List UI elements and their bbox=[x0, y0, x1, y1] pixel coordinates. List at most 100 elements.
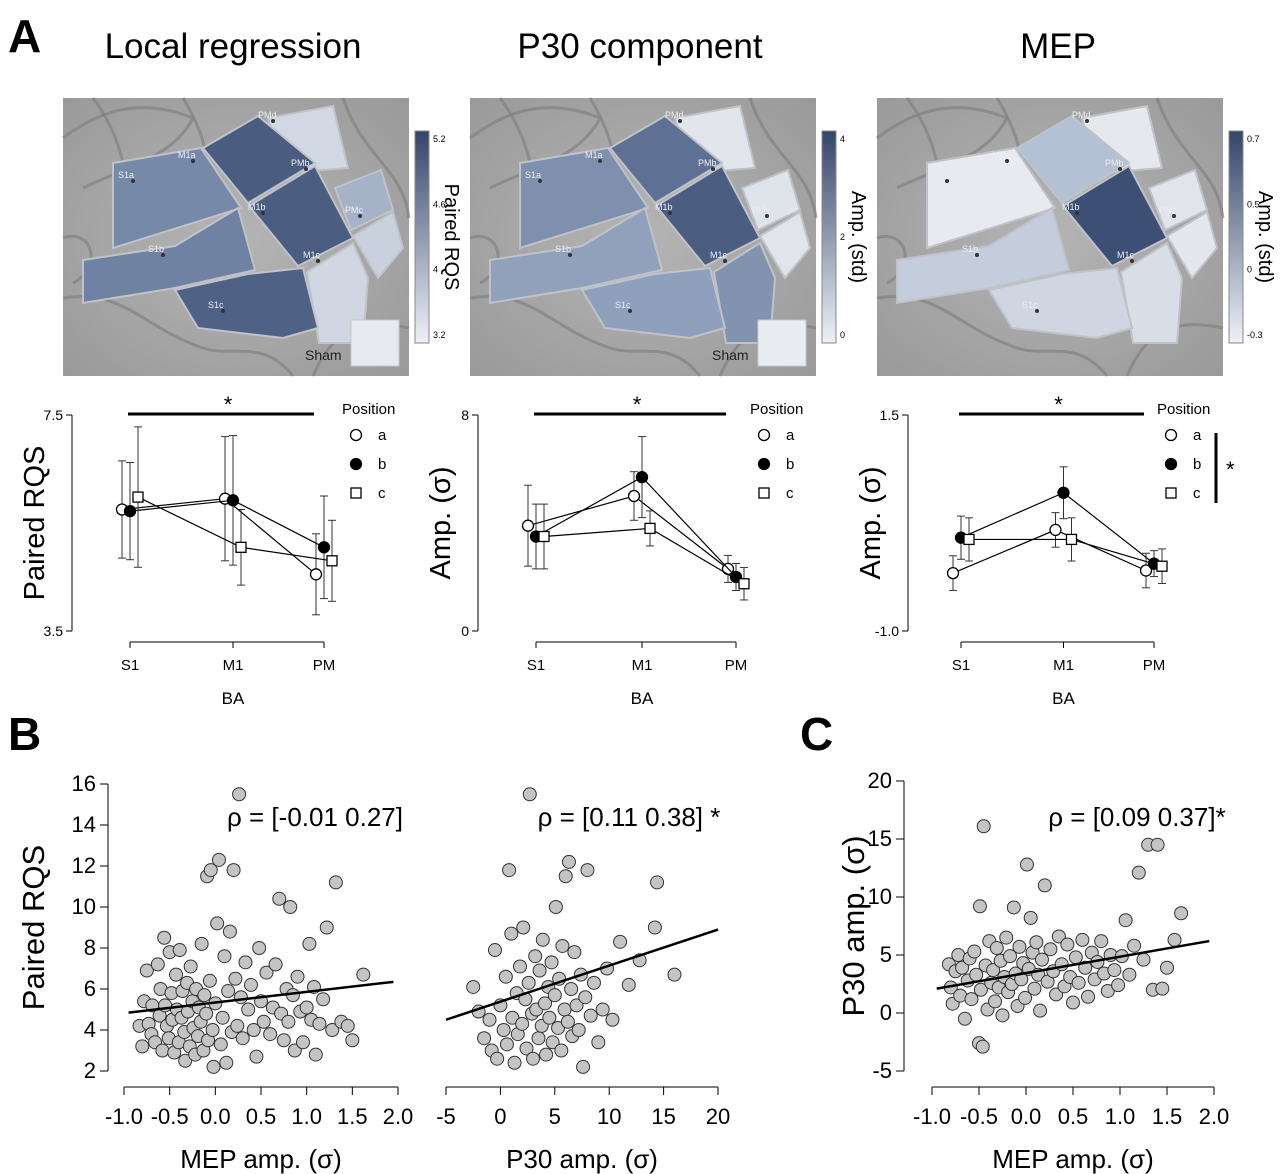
region-label-M1c: M1c bbox=[1117, 250, 1135, 260]
series-a bbox=[115, 436, 323, 616]
brain-map-title-2: P30 component bbox=[517, 27, 762, 66]
scatter-point bbox=[466, 979, 481, 994]
region-PMb bbox=[1147, 168, 1209, 232]
scatter-point bbox=[531, 1031, 546, 1046]
legend-marker-c bbox=[1165, 487, 1177, 499]
regression-line bbox=[128, 980, 394, 1014]
x-tick-label: 1.0 bbox=[1105, 1104, 1136, 1129]
scatter-point bbox=[230, 1018, 245, 1033]
scatter-point bbox=[1060, 937, 1075, 952]
y-tick-label: 4 bbox=[84, 1017, 96, 1042]
scatter-point bbox=[356, 967, 371, 982]
data-point-c bbox=[738, 578, 750, 590]
region-dot-PMc bbox=[1172, 214, 1176, 218]
scatter-point bbox=[221, 984, 236, 999]
scatter-point bbox=[290, 969, 305, 984]
x-tick-label: 5 bbox=[549, 1104, 561, 1129]
scatter-point bbox=[957, 1011, 972, 1026]
significance-star: * bbox=[633, 392, 642, 417]
region-label-S1c: S1c bbox=[615, 300, 631, 310]
scatter-point bbox=[507, 1055, 522, 1070]
data-point-a bbox=[1049, 523, 1062, 537]
region-label-S1b: S1b bbox=[148, 244, 164, 254]
scatter-point bbox=[576, 1059, 591, 1074]
scatter-point bbox=[235, 1031, 250, 1046]
y-tick-label: 12 bbox=[72, 853, 96, 878]
x-tick-label: PM bbox=[725, 657, 748, 674]
y-axis-label: Amp. (σ) bbox=[855, 467, 887, 580]
region-M1c bbox=[712, 241, 777, 344]
region-label-PMc: PMc bbox=[752, 205, 771, 215]
scatter-point bbox=[1127, 938, 1142, 953]
y-tick-label: 15 bbox=[868, 826, 892, 851]
scatter-point bbox=[1131, 865, 1146, 880]
scatter-point bbox=[972, 899, 987, 914]
data-point-b bbox=[317, 541, 331, 554]
regression-line bbox=[936, 939, 1210, 990]
region-dot-PMb bbox=[711, 167, 715, 171]
region-label-M1b: M1b bbox=[1062, 202, 1080, 212]
scatter-point bbox=[157, 930, 172, 945]
scatter-point bbox=[1034, 952, 1049, 967]
scatter-point bbox=[325, 1023, 340, 1037]
region-dot-M1a bbox=[191, 159, 195, 163]
y-tick-label: -5 bbox=[872, 1058, 892, 1083]
region-PMb bbox=[740, 168, 802, 232]
x-tick-label: S1 bbox=[952, 657, 970, 674]
scatter-point bbox=[299, 1000, 314, 1015]
x-tick-label: -1.0 bbox=[105, 1104, 143, 1129]
region-dot-M1c bbox=[316, 259, 320, 263]
scatter-point bbox=[487, 943, 502, 958]
y-tick-label: 14 bbox=[72, 812, 96, 837]
x-axis-label: P30 amp. (σ) bbox=[506, 1144, 658, 1174]
region-M1b bbox=[1061, 164, 1169, 268]
panel-letter-c: C bbox=[800, 708, 833, 760]
region-label-M1a: M1a bbox=[992, 150, 1010, 160]
scatter-point bbox=[502, 863, 517, 878]
region-dot-S1c bbox=[221, 309, 225, 313]
colorbar-gradient bbox=[1228, 130, 1244, 344]
correlation-annotation: ρ = [0.09 0.37]* bbox=[1048, 802, 1225, 832]
scatter-point bbox=[328, 875, 343, 890]
x-axis-label: BA bbox=[1052, 689, 1075, 708]
legend: Position abc * bbox=[1157, 401, 1235, 503]
legend-label-a: a bbox=[1193, 427, 1202, 444]
x-tick-label: 15 bbox=[651, 1104, 675, 1129]
scatter-point bbox=[281, 1014, 296, 1029]
data-point-b bbox=[226, 494, 240, 507]
scatter-point bbox=[1043, 942, 1058, 957]
sulcus-line bbox=[748, 97, 818, 219]
scatter-point bbox=[139, 963, 154, 978]
data-point-c bbox=[644, 522, 656, 535]
sham-patch bbox=[350, 319, 400, 367]
data-point-b bbox=[1057, 486, 1070, 499]
region-label-S1b: S1b bbox=[555, 244, 571, 254]
region-dot-M1b bbox=[668, 211, 672, 215]
scatter-point bbox=[319, 920, 334, 935]
x-tick-label: M1 bbox=[1053, 657, 1074, 674]
scatter-point bbox=[211, 852, 226, 867]
scatter-point bbox=[308, 1047, 323, 1062]
correlation-annotation: ρ = [0.11 0.38] * bbox=[538, 802, 721, 832]
legend-marker-b bbox=[1164, 457, 1178, 471]
region-label-PMc: PMc bbox=[345, 205, 364, 215]
colorbar-3: 0.7 0.5 0 -0.3 Amp. (std) bbox=[1228, 130, 1276, 344]
region-dot-S1a bbox=[131, 179, 135, 183]
scatter-point bbox=[1023, 910, 1038, 925]
y-tick-label: 6 bbox=[84, 976, 96, 1001]
scatter-point bbox=[567, 945, 582, 960]
region-PMb bbox=[333, 168, 395, 232]
y-tick-label: 8 bbox=[84, 935, 96, 960]
scatter-point bbox=[340, 1018, 355, 1033]
colorbar-tick: 0.7 bbox=[1247, 134, 1260, 144]
colorbar-tick: 3.2 bbox=[433, 330, 446, 340]
region-dot-PMc bbox=[765, 214, 769, 218]
region-label-S1c: S1c bbox=[208, 300, 224, 310]
data-point-c bbox=[132, 491, 144, 503]
x-tick-label: -5 bbox=[436, 1104, 456, 1129]
scatter-point bbox=[150, 957, 165, 972]
scatter-point bbox=[498, 969, 513, 984]
significance-star: * bbox=[1054, 392, 1063, 417]
region-S1a bbox=[112, 146, 243, 250]
scatter-point bbox=[986, 963, 1001, 978]
